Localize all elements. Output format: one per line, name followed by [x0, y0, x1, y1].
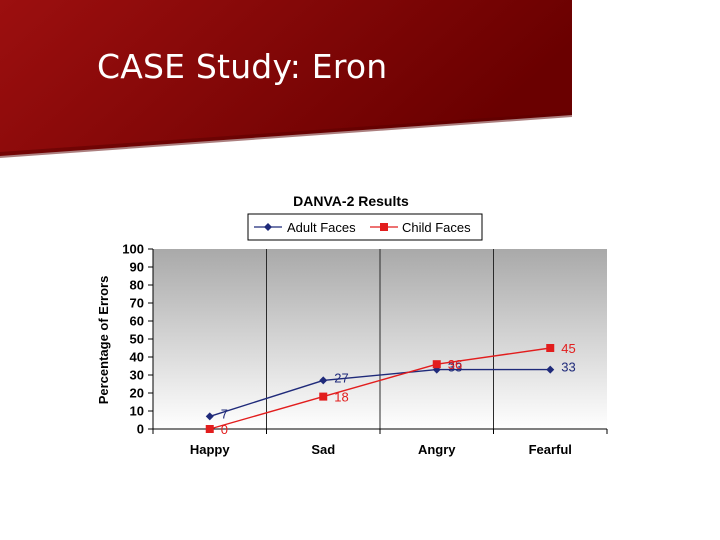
y-tick-label: 70 [130, 296, 144, 311]
series-line-adult-faces [209, 368, 551, 418]
y-axis-label: Percentage of Errors [96, 276, 111, 405]
legend-label-adult: Adult Faces [287, 220, 356, 235]
chart-title: DANVA-2 Results [293, 193, 409, 209]
y-tick-label: 10 [130, 404, 144, 419]
y-tick-label: 90 [130, 260, 144, 275]
y-tick-label: 0 [137, 422, 144, 437]
x-tick-label: Fearful [529, 442, 572, 457]
x-tick-label: Angry [418, 442, 456, 457]
data-label-child-faces: 45 [561, 341, 575, 356]
y-tick-label: 40 [130, 350, 144, 365]
data-point-child-faces [319, 392, 328, 401]
data-label-child-faces: 36 [448, 357, 462, 372]
data-point-adult-faces [319, 376, 328, 385]
y-tick-label: 100 [122, 242, 144, 257]
y-tick-label: 50 [130, 332, 144, 347]
x-tick-label: Happy [190, 442, 231, 457]
x-tick-label: Sad [311, 442, 335, 457]
data-point-child-faces [546, 344, 555, 352]
legend: Adult Faces Child Faces [247, 213, 483, 241]
series-line-child-faces [209, 347, 551, 430]
y-tick-label: 80 [130, 278, 144, 293]
legend-marker-child [380, 223, 388, 231]
slide-title: CASE Study: Eron [97, 47, 388, 86]
legend-label-child: Child Faces [402, 220, 471, 235]
data-label-adult-faces: 33 [448, 360, 462, 375]
data-point-child-faces [205, 425, 214, 433]
data-label-child-faces: 18 [334, 390, 348, 405]
y-tick-label: 30 [130, 368, 144, 383]
data-label-child-faces: 0 [221, 422, 228, 437]
data-label-adult-faces: 33 [561, 360, 575, 375]
data-label-adult-faces: 27 [334, 370, 348, 385]
title-banner [0, 0, 572, 158]
data-label-adult-faces: 7 [221, 406, 228, 421]
data-point-adult-faces [546, 365, 555, 374]
data-point-adult-faces [205, 412, 214, 421]
data-point-child-faces [432, 360, 441, 369]
y-tick-label: 20 [130, 386, 144, 401]
y-tick-label: 60 [130, 314, 144, 329]
legend-marker-adult [264, 223, 272, 231]
